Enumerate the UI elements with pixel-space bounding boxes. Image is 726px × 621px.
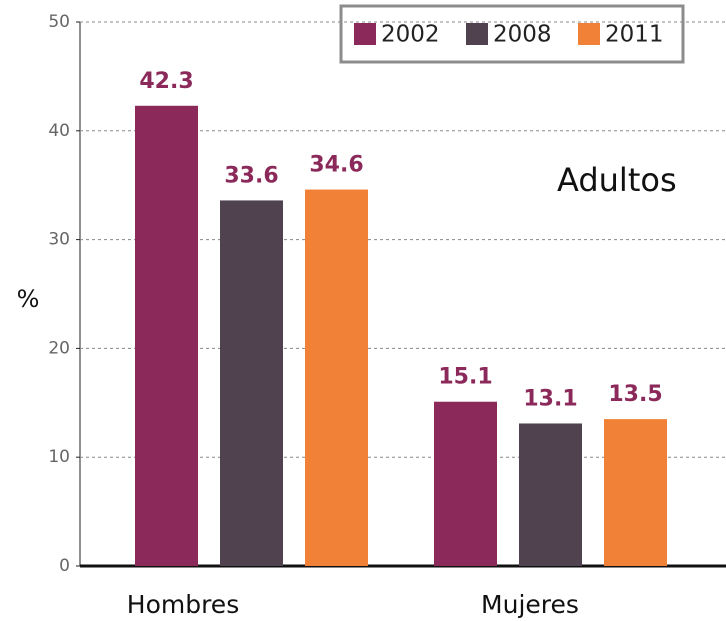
y-tick-label: 40: [48, 121, 70, 141]
y-tick-label: 50: [48, 12, 70, 32]
legend-label: 2008: [493, 22, 552, 48]
data-label: 34.6: [309, 153, 363, 178]
data-label: 33.6: [224, 163, 278, 188]
data-label: 42.3: [139, 69, 193, 94]
bar: [135, 105, 198, 566]
legend-label: 2002: [381, 22, 440, 48]
y-tick-label: 20: [48, 338, 70, 358]
bar: [604, 419, 667, 566]
legend-swatch: [466, 23, 488, 45]
x-tick-label: Mujeres: [481, 590, 579, 619]
legend-swatch: [578, 23, 600, 45]
bar: [305, 189, 368, 566]
x-tick-label: Hombres: [127, 590, 239, 619]
bar: [434, 401, 497, 566]
legend-label: 2011: [605, 22, 664, 48]
annotation: Adultos: [557, 161, 677, 199]
y-tick-label: 10: [48, 447, 70, 467]
data-label: 15.1: [438, 365, 492, 390]
y-tick-label: 0: [59, 556, 70, 576]
bar: [220, 200, 283, 566]
data-label: 13.5: [608, 382, 662, 407]
legend-box: [339, 4, 685, 64]
y-tick-label: 30: [48, 230, 70, 250]
y-axis-label: %: [17, 285, 40, 313]
data-label: 13.1: [523, 386, 577, 411]
legend-swatch: [354, 23, 376, 45]
bar: [519, 423, 582, 566]
